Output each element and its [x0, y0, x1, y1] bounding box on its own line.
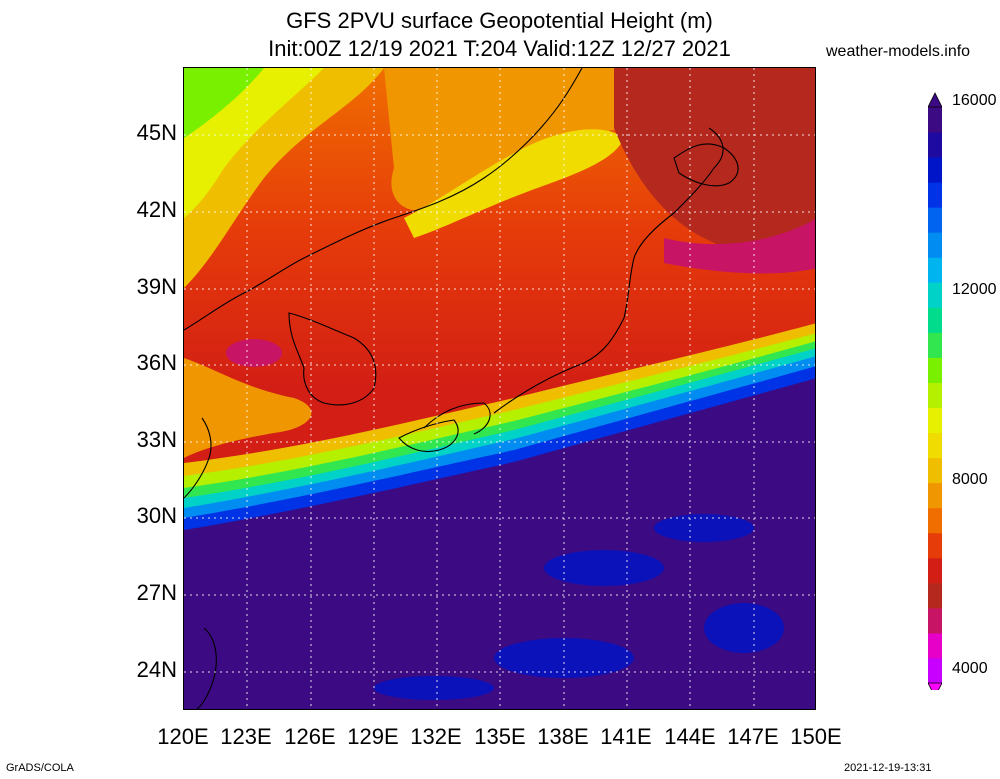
colorbar-label-8000: 8000	[952, 471, 988, 488]
colorbar-cell	[928, 157, 942, 183]
lat-label-27n: 27N	[136, 580, 177, 605]
lat-label-24n: 24N	[136, 657, 177, 682]
colorbar-cell	[928, 357, 942, 383]
colorbar-cell	[928, 482, 942, 509]
lon-label-135e: 135E	[474, 724, 526, 749]
lon-label-129e: 129E	[347, 724, 399, 749]
lon-label-123e: 123E	[220, 724, 272, 749]
colorbar-cell	[928, 232, 942, 258]
coastlines	[184, 68, 739, 709]
colorbar-cell	[928, 607, 942, 634]
field-magenta-ne	[664, 219, 815, 274]
colorbar-cell	[928, 107, 942, 133]
colorbar-cell	[928, 282, 942, 308]
colorbar	[928, 92, 942, 690]
colorbar-cell	[928, 557, 942, 584]
footer-credit: GrADS/COLA	[6, 762, 74, 774]
chart-subtitle: Init:00Z 12/19 2021 T:204 Valid:12Z 12/2…	[268, 36, 731, 61]
colorbar-cell	[928, 432, 942, 459]
lat-label-45n: 45N	[136, 120, 177, 145]
lon-label-120e: 120E	[157, 724, 209, 749]
field-green-nw	[184, 68, 264, 138]
chart-title: GFS 2PVU surface Geopotential Height (m)	[286, 8, 713, 33]
lat-label-39n: 39N	[136, 274, 177, 299]
colorbar-label-4000: 4000	[952, 660, 988, 677]
colorbar-cell	[928, 632, 942, 659]
lon-label-132e: 132E	[410, 724, 462, 749]
lon-label-144e: 144E	[664, 724, 716, 749]
colorbar-cell	[928, 582, 942, 609]
field-magenta-spot	[226, 339, 282, 367]
lon-label-126e: 126E	[284, 724, 336, 749]
colorbar-cell	[928, 507, 942, 534]
colorbar-cell	[928, 207, 942, 233]
lat-label-36n: 36N	[136, 350, 177, 375]
lon-label-150e: 150E	[790, 724, 842, 749]
map-panel	[183, 67, 816, 710]
colorbar-cell	[928, 332, 942, 358]
colorbar-label-16000: 16000	[952, 92, 997, 109]
colorbar-cell	[928, 182, 942, 208]
field-plot	[184, 68, 815, 709]
colorbar-cell	[928, 657, 942, 684]
field-orange-west	[184, 358, 312, 458]
colorbar-cell	[928, 457, 942, 484]
lon-label-141e: 141E	[600, 724, 652, 749]
grid	[184, 68, 815, 709]
lat-label-30n: 30N	[136, 503, 177, 528]
lon-label-147e: 147E	[727, 724, 779, 749]
colorbar-top-arrow	[928, 92, 942, 108]
lon-label-138e: 138E	[537, 724, 589, 749]
colorbar-cell	[928, 307, 942, 333]
colorbar-cell	[928, 407, 942, 434]
footer-timestamp: 2021-12-19-13:31	[844, 762, 932, 774]
colorbar-cell	[928, 132, 942, 158]
colorbar-cell	[928, 257, 942, 283]
colorbar-cell	[928, 532, 942, 559]
lat-label-42n: 42N	[136, 197, 177, 222]
field-jet-streak	[404, 129, 624, 238]
colorbar-bottom-arrow	[928, 682, 942, 690]
colorbar-cell	[928, 382, 942, 409]
site-credit: weather-models.info	[826, 43, 971, 60]
lat-label-33n: 33N	[136, 427, 177, 452]
colorbar-label-12000: 12000	[952, 281, 997, 298]
